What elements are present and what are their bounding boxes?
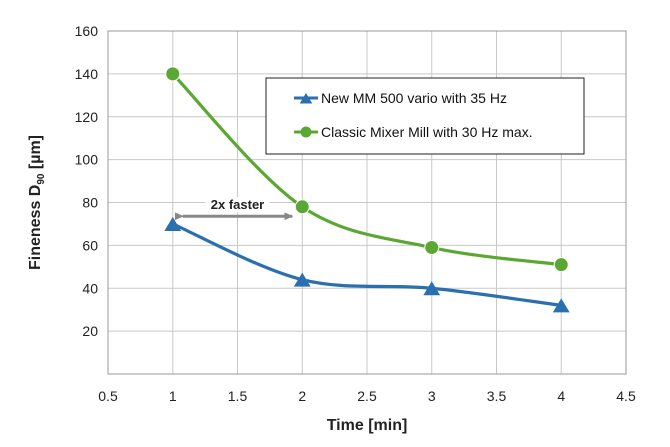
x-tick-label: 2.5 (357, 388, 377, 404)
data-point-series-1 (552, 298, 570, 313)
x-tick-label: 0.5 (98, 388, 118, 404)
y-axis-ticks: 20 40 60 80 100 120 140 160 (75, 23, 99, 339)
plot-frame (107, 30, 627, 375)
x-tick-label: 1.5 (228, 388, 248, 404)
y-axis-title-unit: [µm] (27, 135, 44, 174)
legend-marker-series-2 (300, 126, 312, 138)
x-axis-title: Time [min] (327, 417, 408, 434)
series-line-1 (172, 222, 562, 307)
data-point-series-2 (294, 199, 310, 215)
x-tick-label: 3.5 (487, 388, 507, 404)
legend-marker-series-1 (299, 93, 313, 104)
y-tick-label: 120 (75, 109, 99, 125)
y-tick-label: 160 (75, 23, 99, 39)
x-axis-ticks: 0.5 1 1.5 2 2.5 3 3.5 4 4.5 (98, 388, 636, 404)
x-tick-label: 1 (169, 388, 177, 404)
x-tick-label: 2 (298, 388, 306, 404)
data-point-series-1 (423, 281, 441, 296)
y-tick-label: 80 (82, 195, 98, 211)
annotation-2x-faster: 2x faster (174, 197, 294, 221)
data-point-series-2 (553, 257, 569, 273)
data-point-series-2 (165, 66, 181, 82)
x-tick-label: 4.5 (616, 388, 636, 404)
y-axis-title: Fineness D90 [µm] (27, 135, 47, 270)
y-tick-label: 100 (75, 152, 99, 168)
x-tick-label: 4 (557, 388, 565, 404)
y-tick-label: 40 (82, 280, 98, 296)
data-point-series-1 (293, 272, 311, 287)
annotation-label: 2x faster (211, 197, 264, 212)
data-point-series-2 (424, 240, 440, 256)
legend: New MM 500 vario with 35 Hz Classic Mixe… (265, 77, 585, 155)
x-tick-label: 3 (428, 388, 436, 404)
series-line-2 (171, 72, 562, 267)
y-tick-label: 140 (75, 66, 99, 82)
y-tick-label: 60 (82, 237, 98, 253)
data-point-series-1 (164, 216, 182, 231)
legend-box (265, 77, 585, 155)
legend-label-series-1: New MM 500 vario with 35 Hz (321, 90, 507, 106)
y-tick-label: 20 (82, 323, 98, 339)
legend-label-series-2: Classic Mixer Mill with 30 Hz max. (321, 124, 533, 140)
annotation-label-background (205, 197, 270, 213)
series (164, 66, 570, 313)
y-axis-title-subscript: 90 (36, 173, 47, 185)
y-axis-title-main: Fineness D (27, 185, 44, 270)
